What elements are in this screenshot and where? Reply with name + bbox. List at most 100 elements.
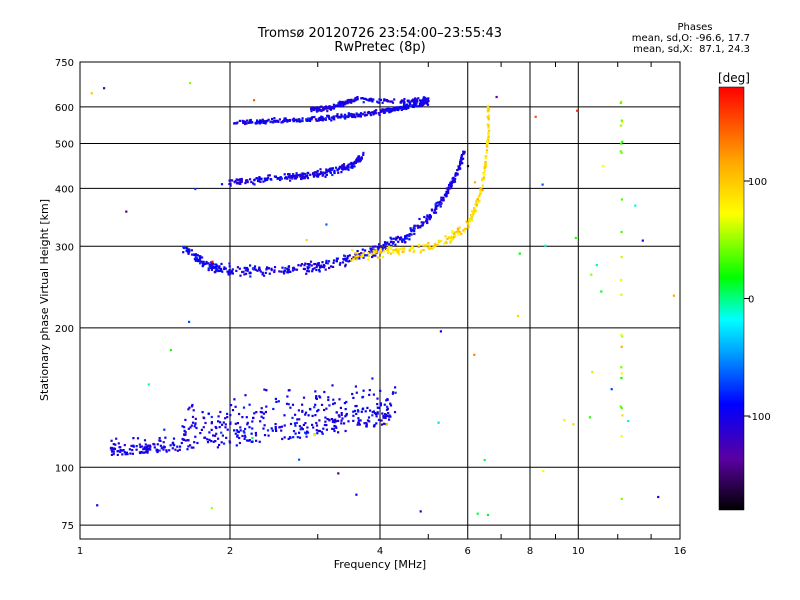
data-point bbox=[434, 205, 437, 208]
data-point bbox=[324, 416, 327, 419]
data-point bbox=[409, 227, 412, 230]
data-point bbox=[291, 416, 294, 419]
data-point bbox=[313, 267, 316, 270]
data-point bbox=[342, 104, 345, 107]
data-point bbox=[395, 247, 398, 250]
data-point bbox=[239, 178, 242, 181]
data-point bbox=[313, 108, 316, 111]
data-point bbox=[408, 249, 411, 252]
data-point bbox=[475, 204, 478, 207]
data-point bbox=[246, 423, 249, 426]
data-point bbox=[384, 243, 387, 246]
data-point bbox=[204, 262, 207, 265]
plot-frame bbox=[79, 61, 681, 540]
data-point bbox=[620, 372, 623, 375]
data-point bbox=[356, 157, 359, 160]
data-point bbox=[414, 99, 417, 102]
data-point bbox=[201, 256, 204, 259]
data-point bbox=[291, 403, 295, 406]
data-point bbox=[339, 406, 342, 409]
data-point bbox=[339, 261, 342, 265]
data-point bbox=[280, 425, 283, 428]
data-point bbox=[283, 173, 286, 176]
data-point bbox=[351, 115, 354, 118]
data-point bbox=[378, 256, 381, 259]
data-point bbox=[350, 101, 353, 104]
data-point bbox=[403, 237, 407, 240]
data-point bbox=[357, 417, 360, 420]
data-point bbox=[413, 103, 416, 106]
data-point bbox=[419, 99, 423, 102]
data-point bbox=[452, 181, 455, 184]
data-point bbox=[229, 414, 232, 417]
data-point bbox=[450, 180, 453, 183]
data-point bbox=[322, 427, 325, 430]
data-point bbox=[355, 112, 358, 115]
data-point bbox=[208, 438, 211, 441]
data-point bbox=[261, 121, 264, 124]
data-point bbox=[426, 103, 430, 106]
data-point bbox=[128, 448, 131, 451]
data-point bbox=[620, 366, 623, 369]
data-point bbox=[307, 414, 310, 417]
data-point bbox=[321, 117, 324, 120]
data-point bbox=[408, 233, 411, 236]
data-point bbox=[453, 232, 456, 235]
data-point bbox=[588, 416, 592, 419]
data-point bbox=[193, 425, 196, 428]
data-point bbox=[246, 268, 249, 271]
data-point bbox=[323, 423, 326, 427]
data-point bbox=[332, 265, 335, 268]
data-point bbox=[330, 168, 333, 172]
data-point bbox=[396, 251, 399, 254]
data-point bbox=[367, 254, 370, 257]
data-point bbox=[439, 330, 442, 333]
data-point bbox=[297, 120, 300, 123]
data-point bbox=[415, 102, 418, 105]
data-point bbox=[299, 175, 302, 178]
data-point bbox=[456, 231, 459, 234]
data-point bbox=[324, 118, 327, 121]
data-point bbox=[335, 420, 338, 423]
data-point bbox=[328, 404, 331, 407]
data-point bbox=[315, 421, 318, 425]
data-point bbox=[463, 230, 466, 233]
data-point bbox=[386, 249, 389, 252]
data-point bbox=[184, 418, 187, 421]
data-point bbox=[339, 116, 342, 119]
data-point bbox=[407, 106, 410, 110]
data-point bbox=[298, 436, 302, 439]
data-point bbox=[110, 446, 113, 449]
data-point bbox=[387, 412, 390, 415]
data-point bbox=[332, 261, 335, 264]
data-point bbox=[462, 229, 465, 232]
data-point bbox=[366, 254, 369, 257]
data-point bbox=[284, 177, 287, 180]
data-point bbox=[286, 271, 289, 274]
data-point bbox=[392, 251, 395, 254]
data-point bbox=[340, 113, 343, 116]
data-point bbox=[357, 254, 360, 258]
data-point bbox=[459, 160, 462, 163]
data-point bbox=[292, 119, 295, 122]
data-point bbox=[234, 180, 237, 183]
data-point bbox=[452, 236, 456, 239]
data-point bbox=[274, 397, 277, 400]
data-point bbox=[314, 390, 317, 393]
data-point bbox=[193, 258, 196, 261]
data-point bbox=[270, 267, 273, 270]
data-point bbox=[338, 263, 341, 266]
data-point bbox=[315, 268, 318, 272]
data-point bbox=[388, 110, 391, 114]
data-point bbox=[386, 241, 389, 244]
data-point bbox=[306, 430, 309, 433]
data-point bbox=[253, 99, 256, 102]
data-point bbox=[243, 434, 246, 437]
data-point bbox=[256, 177, 259, 180]
data-point bbox=[112, 453, 115, 456]
data-point bbox=[201, 411, 204, 414]
data-point bbox=[302, 396, 306, 399]
data-point bbox=[339, 104, 342, 107]
data-point bbox=[358, 158, 362, 161]
data-point bbox=[261, 118, 264, 121]
